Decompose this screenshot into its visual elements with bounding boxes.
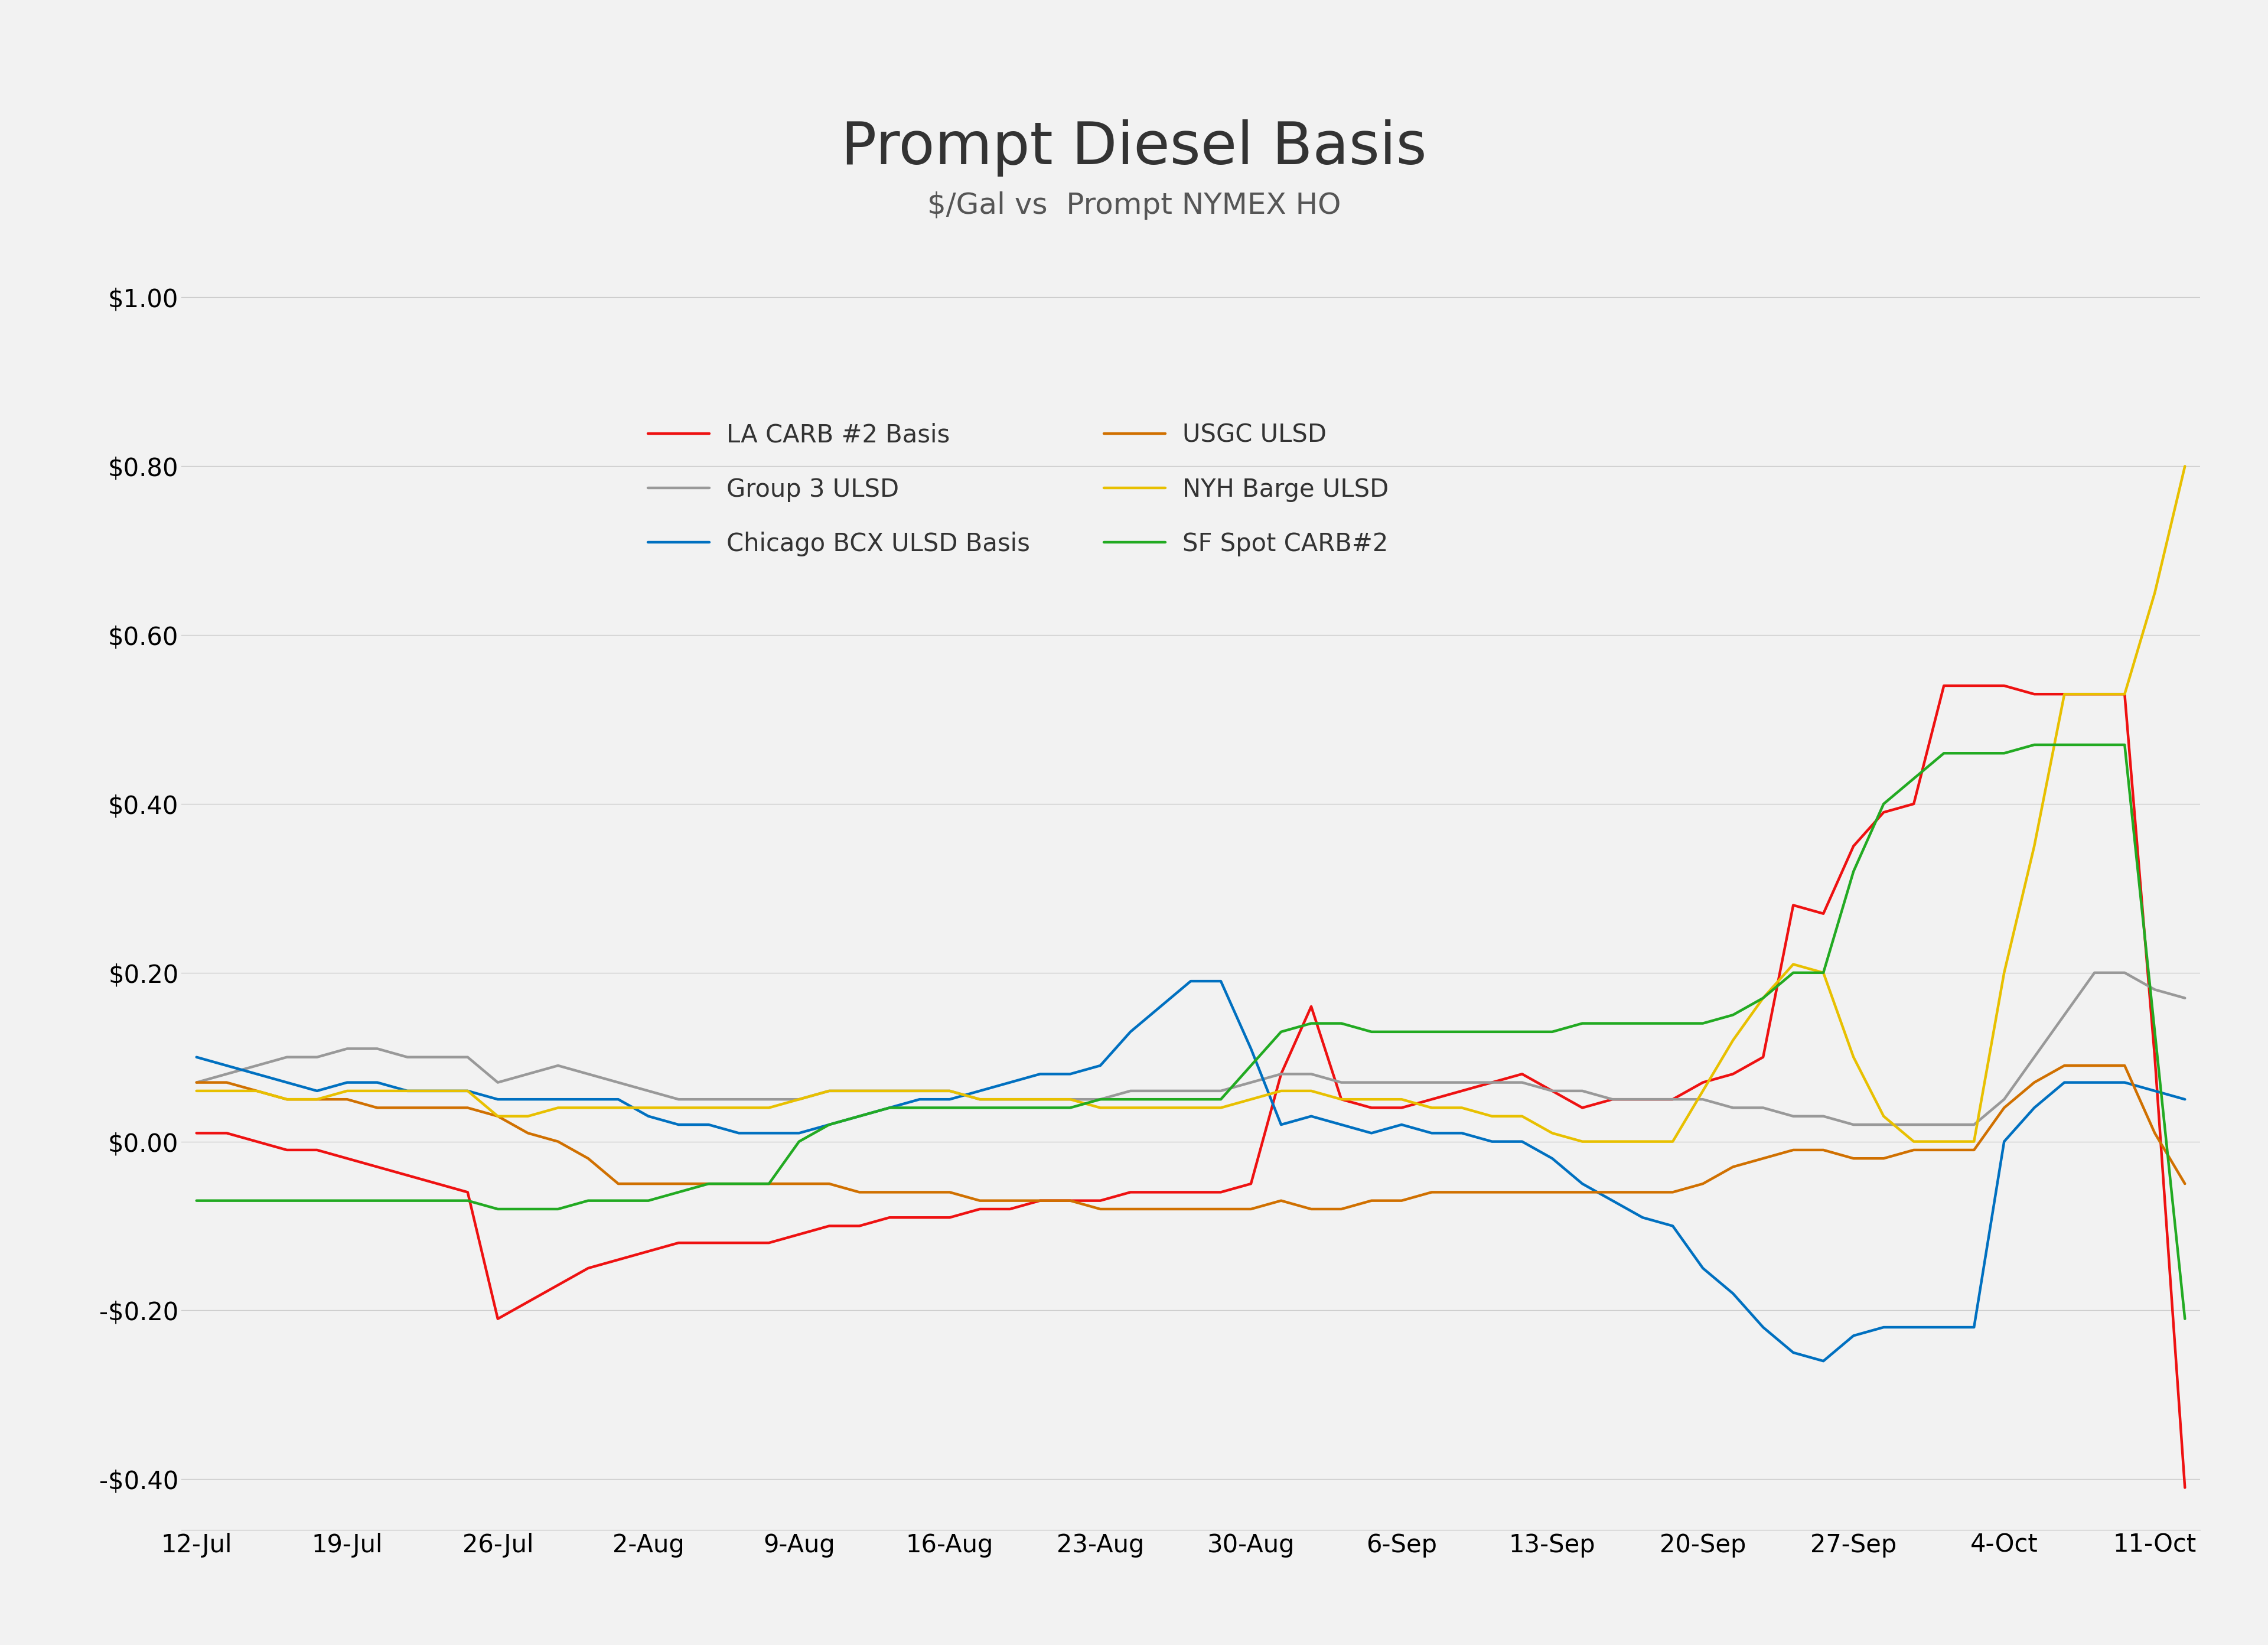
USGC ULSD xyxy=(996,1191,1023,1211)
NYH Barge ULSD xyxy=(184,1081,211,1101)
Chicago BCX ULSD Basis xyxy=(1810,1351,1837,1370)
USGC ULSD xyxy=(2170,1175,2198,1194)
Group 3 ULSD xyxy=(1690,1089,1717,1109)
SF Spot CARB#2 xyxy=(2170,1309,2198,1329)
Line: NYH Barge ULSD: NYH Barge ULSD xyxy=(197,466,2184,1142)
SF Spot CARB#2 xyxy=(483,1199,510,1219)
LA CARB #2 Basis xyxy=(184,1124,211,1143)
Line: SF Spot CARB#2: SF Spot CARB#2 xyxy=(197,745,2184,1319)
LA CARB #2 Basis xyxy=(483,1309,510,1329)
Text: Prompt Diesel Basis: Prompt Diesel Basis xyxy=(841,120,1427,176)
Group 3 ULSD xyxy=(1086,1089,1114,1109)
Line: USGC ULSD: USGC ULSD xyxy=(197,1066,2184,1209)
Line: LA CARB #2 Basis: LA CARB #2 Basis xyxy=(197,686,2184,1487)
Group 3 ULSD xyxy=(333,1040,361,1059)
Chicago BCX ULSD Basis xyxy=(333,1073,361,1092)
USGC ULSD xyxy=(424,1097,451,1117)
Legend: LA CARB #2 Basis, Group 3 ULSD, Chicago BCX ULSD Basis, USGC ULSD, NYH Barge ULS: LA CARB #2 Basis, Group 3 ULSD, Chicago … xyxy=(637,413,1399,566)
SF Spot CARB#2 xyxy=(184,1191,211,1211)
LA CARB #2 Basis xyxy=(1930,676,1957,696)
LA CARB #2 Basis xyxy=(996,1199,1023,1219)
NYH Barge ULSD xyxy=(424,1081,451,1101)
SF Spot CARB#2 xyxy=(1086,1089,1114,1109)
SF Spot CARB#2 xyxy=(2050,735,2077,755)
SF Spot CARB#2 xyxy=(1690,1013,1717,1033)
Chicago BCX ULSD Basis xyxy=(1177,971,1204,990)
USGC ULSD xyxy=(1086,1199,1114,1219)
Chicago BCX ULSD Basis xyxy=(996,1073,1023,1092)
Chicago BCX ULSD Basis xyxy=(2050,1073,2077,1092)
NYH Barge ULSD xyxy=(1086,1097,1114,1117)
NYH Barge ULSD xyxy=(996,1089,1023,1109)
USGC ULSD xyxy=(333,1089,361,1109)
USGC ULSD xyxy=(1116,1199,1143,1219)
LA CARB #2 Basis xyxy=(2170,1477,2198,1497)
SF Spot CARB#2 xyxy=(2021,735,2048,755)
Group 3 ULSD xyxy=(996,1089,1023,1109)
USGC ULSD xyxy=(2050,1056,2077,1076)
LA CARB #2 Basis xyxy=(1086,1191,1114,1211)
Group 3 ULSD xyxy=(2082,962,2109,982)
LA CARB #2 Basis xyxy=(424,1175,451,1194)
Chicago BCX ULSD Basis xyxy=(424,1081,451,1101)
USGC ULSD xyxy=(1719,1156,1746,1176)
SF Spot CARB#2 xyxy=(996,1097,1023,1117)
Line: Group 3 ULSD: Group 3 ULSD xyxy=(197,972,2184,1125)
NYH Barge ULSD xyxy=(2050,684,2077,704)
Group 3 ULSD xyxy=(424,1048,451,1068)
Group 3 ULSD xyxy=(184,1073,211,1092)
LA CARB #2 Basis xyxy=(2050,684,2077,704)
Group 3 ULSD xyxy=(2170,989,2198,1008)
Chicago BCX ULSD Basis xyxy=(1086,1056,1114,1076)
NYH Barge ULSD xyxy=(1569,1132,1597,1152)
USGC ULSD xyxy=(184,1073,211,1092)
Chicago BCX ULSD Basis xyxy=(1719,1283,1746,1303)
NYH Barge ULSD xyxy=(483,1107,510,1127)
Group 3 ULSD xyxy=(2021,1048,2048,1068)
NYH Barge ULSD xyxy=(2170,456,2198,475)
Group 3 ULSD xyxy=(1839,1115,1867,1135)
Chicago BCX ULSD Basis xyxy=(2170,1089,2198,1109)
LA CARB #2 Basis xyxy=(1690,1073,1717,1092)
USGC ULSD xyxy=(2021,1073,2048,1092)
Chicago BCX ULSD Basis xyxy=(184,1048,211,1068)
NYH Barge ULSD xyxy=(1719,1030,1746,1050)
Text: $/Gal vs  Prompt NYMEX HO: $/Gal vs Prompt NYMEX HO xyxy=(928,191,1340,220)
SF Spot CARB#2 xyxy=(424,1191,451,1211)
Line: Chicago BCX ULSD Basis: Chicago BCX ULSD Basis xyxy=(197,980,2184,1360)
